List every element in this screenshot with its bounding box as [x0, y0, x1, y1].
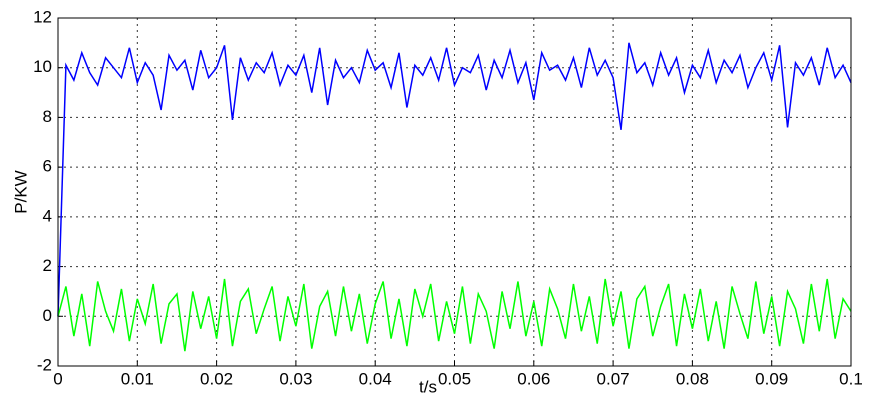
plot-frame — [57, 17, 852, 367]
y-tick-label: 4 — [43, 206, 52, 225]
y-tick-label: -2 — [37, 355, 52, 374]
y-tick-label: 10 — [33, 57, 52, 76]
series-line — [57, 278, 852, 352]
x-tick-label: 0.03 — [279, 369, 312, 388]
x-tick-label: 0.06 — [517, 369, 550, 388]
y-tick-label: 8 — [43, 107, 52, 126]
y-tick-label: 6 — [43, 157, 52, 176]
x-tick-label: 0.09 — [755, 369, 788, 388]
x-tick-label: 0.02 — [200, 369, 233, 388]
x-tick-label: 0.01 — [121, 369, 154, 388]
y-tick-label: 0 — [43, 306, 52, 325]
series-line — [57, 42, 852, 317]
y-axis-label: P/KW — [11, 170, 30, 213]
y-tick-label: 12 — [33, 7, 52, 26]
x-tick-label: 0.08 — [676, 369, 709, 388]
x-tick-label: 0.04 — [359, 369, 392, 388]
x-tick-label: 0.1 — [839, 369, 863, 388]
x-tick-label: 0.05 — [438, 369, 471, 388]
x-tick-label: 0.07 — [597, 369, 630, 388]
x-tick-label: 0 — [53, 369, 62, 388]
y-tick-label: 2 — [43, 256, 52, 275]
x-axis-label: t/s — [419, 377, 437, 396]
